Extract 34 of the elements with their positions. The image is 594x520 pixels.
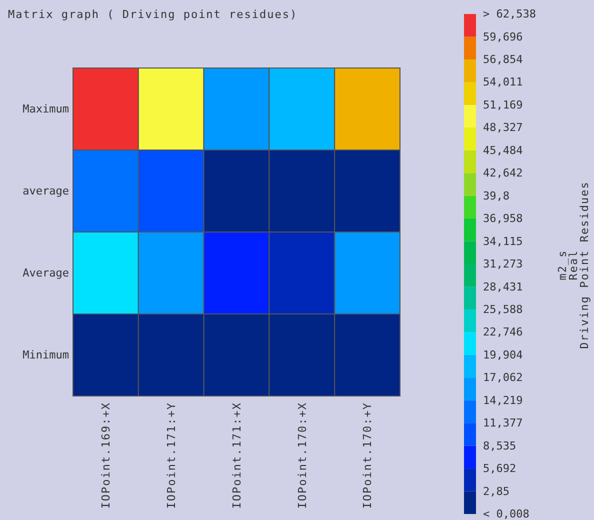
color-bar-label: 8,535: [483, 439, 516, 452]
color-bar-label: 42,642: [483, 166, 523, 180]
color-bar-label: 34,115: [483, 234, 523, 248]
y-tick-label: Maximum: [22, 102, 70, 116]
color-bar-label: 36,958: [483, 212, 523, 226]
color-bar-label: > 62,538: [483, 8, 536, 21]
color-bar-label: 39,8: [483, 189, 510, 202]
color-bar-label: < 0,008: [483, 508, 530, 520]
color-bar-label: 14,219: [483, 394, 523, 407]
color-bar-label: 59,696: [483, 30, 523, 44]
x-tick-label: IOPoint.169:+X: [100, 402, 113, 509]
x-tick-label: IOPoint.170:+Y: [361, 402, 374, 509]
color-bar-label: 19,904: [483, 348, 524, 362]
y-tick-label: Minimum: [22, 348, 70, 362]
color-bar-label: 31,273: [483, 258, 523, 271]
color-bar-label: 54,011: [483, 76, 523, 89]
color-bar-label: 56,854: [483, 52, 524, 66]
color-bar-label: 22,746: [483, 326, 523, 339]
color-bar-label: 5,692: [483, 462, 516, 476]
chart-title: Matrix graph ( Driving point residues): [8, 8, 298, 21]
x-tick-label: IOPoint.171:+Y: [164, 402, 178, 509]
color-bar-label: 2,85: [483, 484, 510, 498]
color-bar-title: m2_s Real Driving Point Residues: [556, 181, 591, 349]
color-bar-label: 17,062: [483, 371, 523, 384]
x-tick-label: IOPoint.170:+X: [296, 402, 309, 509]
x-tick-label: IOPoint.171:+X: [230, 402, 244, 509]
color-bar-label: 25,588: [483, 302, 523, 316]
y-tick-label: Average: [22, 266, 69, 280]
color-bar-label: 45,484: [483, 144, 524, 157]
y-tick-label: average: [22, 184, 69, 198]
color-bar-label: 51,169: [483, 98, 523, 112]
color-bar-label: 28,431: [483, 280, 523, 294]
color-bar-label: 11,377: [483, 416, 523, 430]
color-bar-label: 48,327: [483, 121, 523, 134]
